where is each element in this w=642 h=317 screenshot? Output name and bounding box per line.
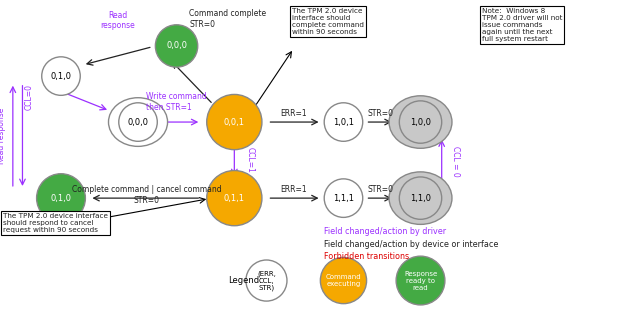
Ellipse shape	[399, 177, 442, 219]
Text: CCL=0: CCL=0	[24, 84, 33, 110]
Text: Read response: Read response	[0, 108, 6, 165]
Ellipse shape	[389, 172, 452, 224]
Text: 1,1,0: 1,1,0	[410, 194, 431, 203]
Ellipse shape	[155, 25, 198, 67]
Text: Field changed/action by driver: Field changed/action by driver	[324, 227, 446, 236]
Text: CCL = 0: CCL = 0	[451, 146, 460, 177]
Text: Write command
then STR=1: Write command then STR=1	[146, 92, 207, 112]
Ellipse shape	[399, 101, 442, 143]
Text: 0,0,1: 0,0,1	[224, 118, 245, 126]
Text: Response
ready to
read: Response ready to read	[404, 270, 437, 291]
Ellipse shape	[389, 96, 452, 148]
Text: Legend:: Legend:	[228, 276, 262, 285]
Text: (ERR,
CCL,
STR): (ERR, CCL, STR)	[257, 270, 276, 291]
Text: STR=0: STR=0	[367, 185, 393, 194]
Ellipse shape	[246, 260, 287, 301]
Text: The TPM 2.0 device interface
should respond to cancel
request within 90 seconds: The TPM 2.0 device interface should resp…	[3, 213, 108, 233]
Ellipse shape	[324, 179, 363, 217]
Text: 1,1,1: 1,1,1	[333, 194, 354, 203]
Text: ERR=1: ERR=1	[281, 109, 308, 118]
Ellipse shape	[42, 57, 80, 95]
Text: ERR=1: ERR=1	[281, 185, 308, 194]
Text: 0,1,1: 0,1,1	[224, 194, 245, 203]
Text: 0,1,0: 0,1,0	[51, 194, 71, 203]
Text: Forbidden transitions: Forbidden transitions	[324, 252, 410, 261]
Ellipse shape	[207, 171, 262, 226]
Text: Command complete
STR=0: Command complete STR=0	[189, 9, 266, 29]
Text: 1,0,0: 1,0,0	[410, 118, 431, 126]
Ellipse shape	[324, 103, 363, 141]
Text: Note:  Windows 8
TPM 2.0 driver will not
issue commands
again until the next
ful: Note: Windows 8 TPM 2.0 driver will not …	[482, 8, 562, 42]
Ellipse shape	[108, 98, 168, 146]
Text: 0,0,0: 0,0,0	[128, 118, 148, 126]
Text: The TPM 2.0 device
interface should
complete command
within 90 seconds: The TPM 2.0 device interface should comp…	[292, 8, 364, 35]
Ellipse shape	[207, 94, 262, 150]
Text: Complete command | cancel command
STR=0: Complete command | cancel command STR=0	[71, 185, 221, 205]
Ellipse shape	[119, 103, 157, 141]
Text: Field changed/action by device or interface: Field changed/action by device or interf…	[324, 240, 499, 249]
Text: STR=0: STR=0	[367, 109, 393, 118]
Ellipse shape	[320, 257, 367, 304]
Text: CCL=1: CCL=1	[245, 147, 254, 173]
Ellipse shape	[396, 256, 445, 305]
Text: 1,0,1: 1,0,1	[333, 118, 354, 126]
Text: 0,1,0: 0,1,0	[51, 72, 71, 81]
Text: Read
response: Read response	[100, 11, 135, 30]
Text: Command
executing: Command executing	[325, 274, 361, 287]
Text: 0,0,0: 0,0,0	[166, 42, 187, 50]
Ellipse shape	[37, 174, 85, 223]
